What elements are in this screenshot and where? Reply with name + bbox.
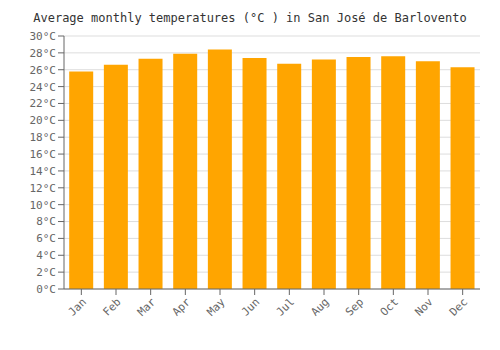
svg-text:4°C: 4°C [36, 249, 56, 262]
svg-text:Nov: Nov [412, 295, 436, 319]
svg-text:2°C: 2°C [36, 266, 56, 279]
svg-text:8°C: 8°C [36, 215, 56, 228]
svg-text:30°C: 30°C [30, 30, 57, 43]
svg-text:Sep: Sep [343, 295, 366, 318]
svg-text:10°C: 10°C [30, 199, 57, 212]
svg-text:Dec: Dec [447, 295, 470, 318]
svg-text:18°C: 18°C [30, 131, 57, 144]
svg-text:20°C: 20°C [30, 114, 57, 127]
svg-text:Jan: Jan [66, 295, 89, 318]
svg-text:14°C: 14°C [30, 165, 57, 178]
html-text:Average monthly temperatures (: Average monthly temperatures (°C ) in Sa… [33, 11, 467, 25]
svg-text:28°C: 28°C [30, 47, 57, 60]
svg-text:24°C: 24°C [30, 81, 57, 94]
svg-text:0°C: 0°C [36, 283, 56, 296]
svg-text:Mar: Mar [135, 295, 159, 319]
svg-text:16°C: 16°C [30, 148, 57, 161]
svg-text:Aug: Aug [308, 295, 331, 318]
svg-text:Feb: Feb [100, 295, 123, 318]
svg-text:26°C: 26°C [30, 64, 57, 77]
svg-text:Oct: Oct [378, 295, 401, 318]
svg-text:6°C: 6°C [36, 232, 56, 245]
svg-text:12°C: 12°C [30, 182, 57, 195]
svg-text:May: May [204, 295, 228, 319]
svg-text:Jun: Jun [239, 295, 262, 318]
svg-text:Jul: Jul [274, 295, 297, 318]
svg-text:22°C: 22°C [30, 97, 57, 110]
svg-text:Apr: Apr [170, 295, 194, 319]
